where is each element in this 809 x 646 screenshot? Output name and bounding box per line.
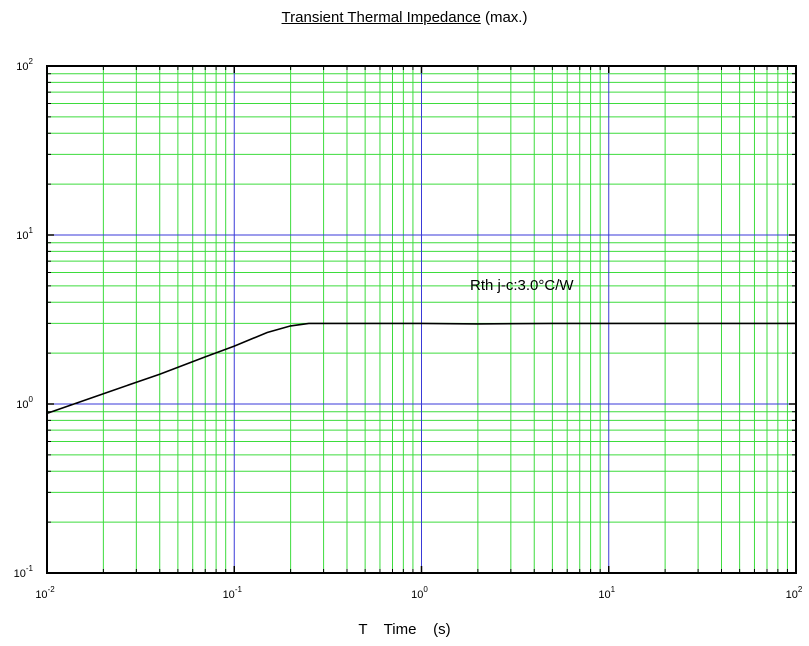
chart-title-text: Transient Thermal Impedance [281,9,481,26]
x-tick-label: 101 [598,585,615,601]
chart-title-suffix: (max.) [484,9,528,26]
y-tick-label: 102 [16,57,33,73]
x-tick-label: 10-1 [223,585,243,601]
x-tick-label: 100 [411,585,428,601]
y-tick-label: 101 [16,226,33,242]
chart-title: Transient Thermal Impedance (max.) [0,9,809,26]
thermal-impedance-curve [46,322,796,415]
y-tick-label: 10-1 [14,564,34,580]
x-tick-label: 102 [786,585,803,601]
x-axis-label: T Time (s) [358,621,451,638]
rth-annotation: Rth j-c:3.0°C/W [470,277,574,294]
y-tick-label: 100 [16,395,33,411]
x-tick-label: 10-2 [35,585,55,601]
